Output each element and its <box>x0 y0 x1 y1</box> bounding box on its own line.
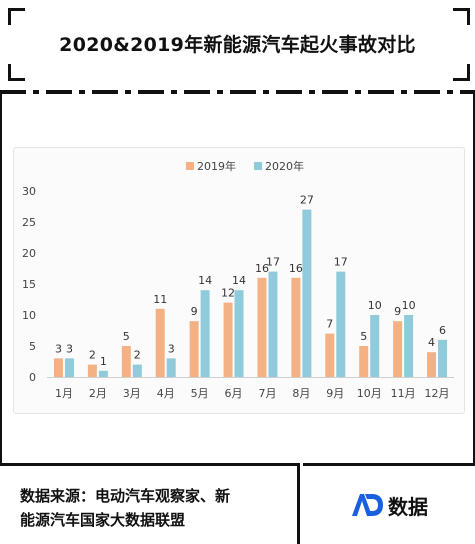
bar-2020年-2月 <box>98 370 108 377</box>
y-tick-label: 25 <box>22 216 36 229</box>
x-tick-label: 1月 <box>55 387 73 400</box>
bar-2020年-4月 <box>166 358 176 377</box>
bar-2020年-9月 <box>336 271 346 377</box>
data-label: 3 <box>168 342 175 355</box>
logo-text: 数据 <box>388 494 428 519</box>
data-source: 数据来源：电动汽车观察家、新 能源汽车国家大数据联盟 <box>0 463 300 544</box>
source-line-2: 能源汽车国家大数据联盟 <box>20 511 186 529</box>
legend-swatch-2019年 <box>186 162 194 170</box>
data-label: 3 <box>55 342 62 355</box>
bar-2019年-12月 <box>427 352 437 377</box>
y-tick-label: 10 <box>22 309 36 322</box>
y-tick-label: 15 <box>22 278 36 291</box>
data-label: 16 <box>255 262 269 275</box>
bar-2019年-2月 <box>87 364 97 377</box>
data-label: 1 <box>100 355 107 368</box>
bar-2019年-11月 <box>393 321 403 377</box>
x-tick-label: 9月 <box>326 387 344 400</box>
legend-swatch-2020年 <box>254 162 262 170</box>
chart-card: 0 5 10 15 20 25 30 2019年 2020年 3 3 1月 2 1 2月 5 2 3月 11 3 4月 9… <box>13 147 465 414</box>
data-label: 11 <box>153 293 167 306</box>
y-tick-label: 20 <box>22 247 36 260</box>
bar-2020年-6月 <box>234 290 244 377</box>
dashed-divider <box>0 90 475 94</box>
title-box: 2020&2019年新能源汽车起火事故对比 <box>10 10 465 76</box>
bar-2020年-5月 <box>200 290 210 377</box>
bar-2020年-7月 <box>268 271 278 377</box>
data-label: 6 <box>439 324 446 337</box>
y-tick-label: 30 <box>22 185 36 198</box>
data-label: 4 <box>428 336 435 349</box>
bar-2020年-10月 <box>370 315 380 377</box>
x-tick-label: 5月 <box>191 387 209 400</box>
data-label: 9 <box>394 305 401 318</box>
right-border <box>473 93 475 463</box>
data-label: 17 <box>334 256 348 269</box>
bar-2019年-4月 <box>155 308 165 377</box>
x-tick-label: 12月 <box>425 387 450 400</box>
bar-2019年-8月 <box>291 277 301 377</box>
x-tick-label: 8月 <box>292 387 310 400</box>
data-label: 14 <box>232 274 246 287</box>
page-title: 2020&2019年新能源汽车起火事故对比 <box>59 33 416 56</box>
x-tick-label: 7月 <box>258 387 276 400</box>
bar-2019年-9月 <box>325 333 335 377</box>
logo: 数据 <box>303 463 475 544</box>
data-label: 2 <box>89 349 96 362</box>
data-label: 3 <box>66 342 73 355</box>
left-border <box>0 93 2 463</box>
data-label: 9 <box>191 305 198 318</box>
bar-2019年-6月 <box>223 302 233 377</box>
corner-mark-bottom-right <box>453 64 470 81</box>
bar-2020年-3月 <box>132 364 142 377</box>
corner-mark-top-right <box>453 8 470 25</box>
corner-mark-bottom-left <box>8 64 25 81</box>
x-tick-label: 11月 <box>391 387 416 400</box>
source-line-1: 数据来源：电动汽车观察家、新 <box>20 487 231 505</box>
data-label: 12 <box>221 287 235 300</box>
y-tick-label: 5 <box>29 340 36 353</box>
data-label: 7 <box>326 318 333 331</box>
legend-label: 2019年 <box>197 159 236 173</box>
footer: 数据来源：电动汽车观察家、新 能源汽车国家大数据联盟 数据 <box>0 463 475 544</box>
corner-mark-top-left <box>8 8 25 25</box>
bar-2019年-1月 <box>53 358 63 377</box>
x-tick-label: 6月 <box>225 387 243 400</box>
bar-2020年-1月 <box>64 358 74 377</box>
data-label: 16 <box>289 262 303 275</box>
x-tick-label: 2月 <box>89 387 107 400</box>
bar-2020年-12月 <box>438 339 448 377</box>
data-label: 5 <box>360 330 367 343</box>
y-tick-label: 0 <box>29 371 36 384</box>
bar-2019年-10月 <box>359 346 369 377</box>
data-label: 27 <box>300 194 314 207</box>
bar-2019年-5月 <box>189 321 199 377</box>
ad-logo-icon <box>352 494 383 516</box>
data-label: 2 <box>134 349 141 362</box>
data-label: 14 <box>198 274 212 287</box>
bar-2019年-7月 <box>257 277 267 377</box>
bar-2020年-11月 <box>404 315 414 377</box>
x-tick-label: 3月 <box>123 387 141 400</box>
bar-2020年-8月 <box>302 209 312 377</box>
data-label: 5 <box>123 330 130 343</box>
x-tick-label: 4月 <box>157 387 175 400</box>
legend-label: 2020年 <box>265 159 304 173</box>
data-label: 10 <box>368 299 382 312</box>
x-tick-label: 10月 <box>357 387 382 400</box>
data-label: 17 <box>266 256 280 269</box>
data-label: 10 <box>402 299 416 312</box>
bar-2019年-3月 <box>121 346 131 377</box>
